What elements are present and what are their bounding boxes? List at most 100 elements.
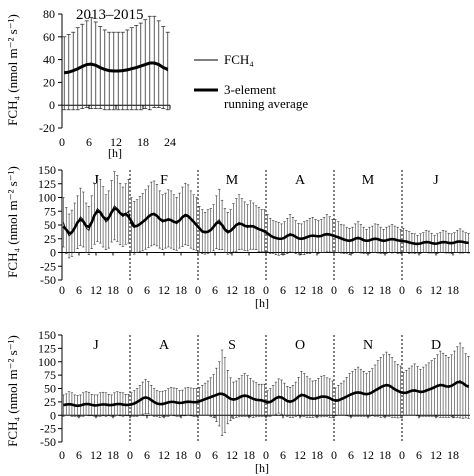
diurnal-panel: 2013–2015 FCH₄ (nmol m⁻² s⁻¹) [h] -20 0 20… <box>5 7 308 160</box>
x-tick-label: 12 <box>294 448 306 462</box>
x-tick-label: 0 <box>127 448 133 462</box>
diurnal-panel-series-lines <box>64 61 169 75</box>
x-tick-label: 12 <box>294 283 306 297</box>
y-tick-label: 0 <box>50 408 56 422</box>
x-tick-label: 6 <box>212 448 218 462</box>
legend: FCH₄ 3-element running average <box>194 52 308 111</box>
monthly-panel-jan-jun-axes <box>58 169 470 281</box>
month-label: J <box>93 338 99 353</box>
x-tick-label: 0 <box>263 283 269 297</box>
x-tick-label: 12 <box>158 283 170 297</box>
x-tick-label: 24 <box>164 135 176 149</box>
y-tick-label: 150 <box>38 328 56 342</box>
y-tick-label: 0 <box>50 246 56 260</box>
running-average-line <box>63 380 470 408</box>
x-tick-label: 18 <box>175 448 187 462</box>
x-tick-label: 6 <box>144 448 150 462</box>
x-tick-label: 0 <box>331 448 337 462</box>
x-tick-label: 12 <box>90 448 102 462</box>
x-tick-label: 18 <box>379 283 391 297</box>
x-tick-label: 6 <box>280 283 286 297</box>
x-tick-label: 12 <box>362 448 374 462</box>
y-tick-label: 20 <box>43 75 55 89</box>
x-tick-label: 6 <box>86 135 92 149</box>
x-tick-label: 6 <box>212 283 218 297</box>
month-label: D <box>431 338 441 353</box>
x-tick-label: 18 <box>311 283 323 297</box>
y-tick-label: 80 <box>43 7 55 21</box>
y-tick-label: 125 <box>38 177 56 191</box>
monthly-panel-jan-jun-series-lines <box>62 205 469 246</box>
x-tick-label: 0 <box>59 135 65 149</box>
y-tick-label: 60 <box>43 30 55 44</box>
month-label: O <box>295 338 305 353</box>
x-tick-label: 12 <box>430 283 442 297</box>
legend-entry-fch4: FCH₄ <box>224 52 254 67</box>
month-label: N <box>363 338 373 353</box>
monthly-panel-jan-jun-y-axis-label: FCH₄ (nmol m⁻² s⁻¹) <box>5 166 20 278</box>
x-tick-label: 12 <box>362 283 374 297</box>
x-tick-label: 12 <box>226 283 238 297</box>
month-label: S <box>228 338 236 353</box>
legend-entry-running-average-line-2: running average <box>224 96 308 111</box>
x-tick-label: 6 <box>76 448 82 462</box>
month-label: A <box>159 338 170 353</box>
diurnal-panel-axes <box>58 13 171 129</box>
x-tick-label: 18 <box>107 448 119 462</box>
x-tick-label: 6 <box>416 283 422 297</box>
y-tick-label: 50 <box>44 382 56 396</box>
legend-entry-running-average-line-1: 3-element <box>224 82 276 97</box>
x-tick-label: 18 <box>243 283 255 297</box>
y-tick-label: 25 <box>44 232 56 246</box>
x-tick-label: 12 <box>226 448 238 462</box>
x-tick-label: 0 <box>127 283 133 297</box>
x-tick-label: 6 <box>348 448 354 462</box>
y-tick-label: 125 <box>38 341 56 355</box>
diurnal-panel-y-axis-label: FCH₄ (nmol m⁻² s⁻¹) <box>5 14 20 126</box>
monthly-panel-jul-dec-axes <box>58 334 470 443</box>
y-tick-label: 75 <box>44 368 56 382</box>
x-tick-label: 6 <box>76 283 82 297</box>
y-tick-label: 25 <box>44 395 56 409</box>
x-tick-label: 0 <box>399 283 405 297</box>
x-tick-label: 12 <box>430 448 442 462</box>
x-tick-label: 0 <box>263 448 269 462</box>
month-label: M <box>362 173 375 188</box>
month-label: A <box>295 173 306 188</box>
x-tick-label: 6 <box>280 448 286 462</box>
y-tick-label: -50 <box>40 273 56 287</box>
y-tick-label: 75 <box>44 204 56 218</box>
y-tick-label: 100 <box>38 191 56 205</box>
x-tick-label: 18 <box>447 283 459 297</box>
diurnal-panel-tick-labels: -20 0 20 40 60 80 0 6 12 18 24 <box>39 7 176 149</box>
y-tick-label: 50 <box>44 218 56 232</box>
x-tick-label: 0 <box>399 448 405 462</box>
month-label: J <box>433 173 439 188</box>
month-label: F <box>160 173 168 188</box>
diurnal-panel-title: 2013–2015 <box>76 7 144 23</box>
x-tick-label: 0 <box>195 448 201 462</box>
x-tick-label: 18 <box>447 448 459 462</box>
y-tick-label: 150 <box>38 163 56 177</box>
x-tick-label: 18 <box>137 135 149 149</box>
x-tick-label: 18 <box>175 283 187 297</box>
monthly-panel-jul-dec-series-lines <box>63 379 470 408</box>
x-tick-label: 18 <box>311 448 323 462</box>
x-tick-label: 0 <box>331 283 337 297</box>
x-tick-label: 6 <box>416 448 422 462</box>
diurnal-panel-x-axis-label: [h] <box>108 146 122 160</box>
x-tick-label: 12 <box>110 135 122 149</box>
monthly-panel-jul-dec: FCH₄ (nmol m⁻² s⁻¹) [h] -50-250255075100… <box>5 328 470 475</box>
x-tick-label: 0 <box>59 448 65 462</box>
x-tick-label: 6 <box>144 283 150 297</box>
monthly-panel-jul-dec-x-axis-label: [h] <box>255 461 269 475</box>
y-tick-label: -20 <box>39 121 55 135</box>
x-tick-label: 18 <box>379 448 391 462</box>
y-tick-label: 40 <box>43 53 55 67</box>
x-tick-label: 0 <box>59 283 65 297</box>
y-tick-label: 0 <box>49 98 55 112</box>
monthly-panel-jul-dec-y-axis-label: FCH₄ (nmol m⁻² s⁻¹) <box>5 335 20 447</box>
